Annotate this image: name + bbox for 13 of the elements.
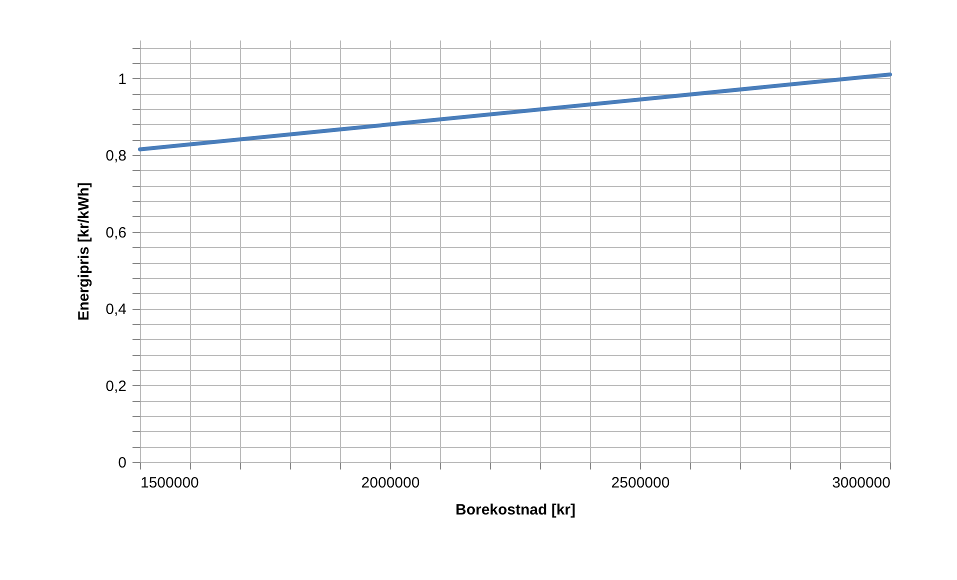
y-tick-label: 0,6 bbox=[106, 224, 126, 242]
y-axis-title: Energipris [kr/kWh] bbox=[76, 182, 93, 321]
x-tick-label: 3000000 bbox=[832, 474, 890, 492]
x-tick-label: 2500000 bbox=[611, 474, 670, 492]
x-tick-label: 1500000 bbox=[140, 474, 199, 492]
y-tick-label: 0 bbox=[118, 454, 126, 472]
y-tick-label: 0,4 bbox=[106, 301, 126, 318]
y-tick-label: 1 bbox=[118, 70, 126, 88]
y-tick-label: 0,8 bbox=[106, 148, 126, 165]
y-tick-label: 0,2 bbox=[106, 378, 126, 395]
x-tick-label: 2000000 bbox=[361, 474, 420, 492]
x-axis-title: Borekostnad [kr] bbox=[455, 502, 576, 518]
line-series bbox=[138, 72, 892, 152]
